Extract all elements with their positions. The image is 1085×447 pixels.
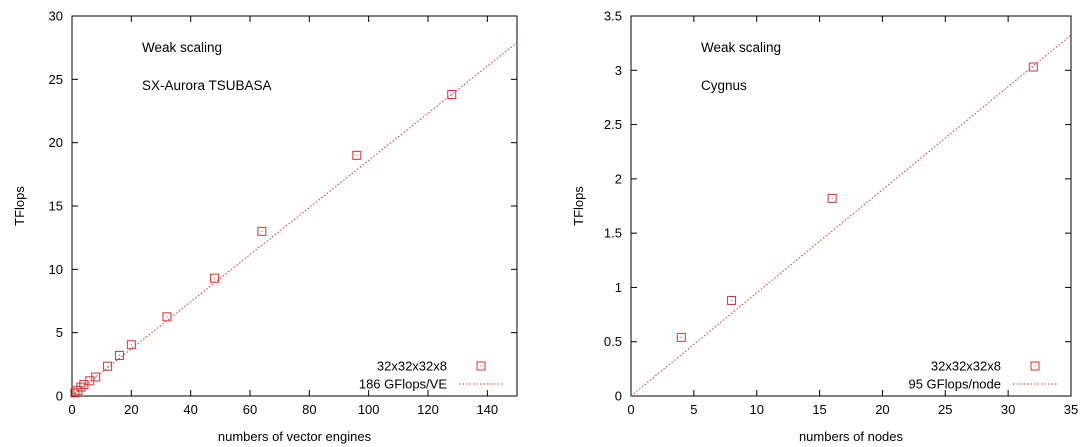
x-tick-label: 0 (68, 402, 75, 417)
data-point-center (107, 365, 109, 367)
y-axis-label: TFlops (571, 186, 586, 226)
data-point-center (80, 386, 82, 388)
plot-frame (630, 15, 1072, 397)
data-point-marker (73, 385, 83, 395)
legend-marker-sample (476, 361, 486, 371)
fit-line (71, 42, 518, 397)
x-tick-label: 80 (302, 402, 316, 417)
chart-left-vector-engines: 0 20 40 60 80 100 120 140 0 5 10 15 20 25 30 numbers of… (12, 9, 518, 444)
y-tick-label: 15 (49, 199, 63, 214)
x-tick-label: 30 (1001, 402, 1015, 417)
y-tick-label: 25 (49, 72, 63, 87)
legend-label: 32x32x32x8 (931, 359, 1001, 374)
x-tick-label: 0 (627, 402, 634, 417)
y-tick-label: 0.5 (604, 334, 622, 349)
x-tick-label: 120 (417, 402, 439, 417)
data-point-center (451, 94, 453, 96)
x-tick-label: 60 (243, 402, 257, 417)
y-tick-label: 3.5 (604, 9, 622, 24)
data-point-center (213, 277, 215, 279)
data-point-marker (257, 226, 267, 236)
fit-line (630, 34, 1072, 397)
chart-right-nodes: 0 5 10 15 20 25 30 35 0 0.5 1 1.5 2 2.5 3 3.5 numbers of… (571, 9, 1078, 445)
x-tick-label: 15 (812, 402, 826, 417)
legend-label: 95 GFlops/node (908, 377, 1001, 392)
data-point-center (1032, 66, 1034, 68)
y-tick-label: 3 (615, 63, 622, 78)
y-tick-label: 1.5 (604, 226, 622, 241)
y-tick-label: 0 (56, 389, 63, 404)
data-point-marker (91, 372, 101, 382)
data-point-marker (76, 382, 86, 392)
x-axis-label: numbers of vector engines (218, 429, 372, 444)
data-point-marker (727, 295, 737, 305)
x-tick-label: 20 (875, 402, 889, 417)
y-axis-label: TFlops (12, 186, 27, 226)
data-point-marker (114, 350, 124, 360)
x-axis-label: numbers of nodes (799, 429, 904, 444)
data-point-marker (70, 388, 80, 398)
annotation-text: Cygnus (701, 78, 747, 93)
data-point-center (77, 389, 79, 391)
data-point-marker (827, 193, 837, 203)
data-point-center (356, 154, 358, 156)
data-point-center (261, 230, 263, 232)
legend-marker-center (480, 365, 482, 367)
data-point-center (74, 392, 76, 394)
data-point-center (166, 316, 168, 318)
x-tick-label: 100 (358, 402, 380, 417)
legend-marker-center (1034, 365, 1036, 367)
y-tick-label: 30 (49, 9, 63, 24)
x-tick-label: 40 (183, 402, 197, 417)
annotation-text: SX-Aurora TSUBASA (142, 78, 272, 93)
data-point-center (118, 354, 120, 356)
data-point-marker (209, 273, 219, 283)
x-tick-label: 10 (749, 402, 763, 417)
y-tick-label: 1 (615, 280, 622, 295)
plot-frame (71, 15, 518, 397)
data-point-center (89, 380, 91, 382)
y-tick-label: 2.5 (604, 117, 622, 132)
y-tick-label: 5 (56, 325, 63, 340)
data-point-center (731, 299, 733, 301)
data-point-marker (676, 332, 686, 342)
data-point-center (130, 344, 132, 346)
legend-label: 32x32x32x8 (377, 359, 447, 374)
x-tick-label: 5 (690, 402, 697, 417)
x-tick-label: 35 (1064, 402, 1078, 417)
legend-marker-sample (1030, 361, 1040, 371)
annotation-text: Weak scaling (142, 40, 222, 55)
x-tick-label: 20 (124, 402, 138, 417)
y-tick-label: 20 (49, 135, 63, 150)
data-point-marker (352, 150, 362, 160)
data-point-center (680, 336, 682, 338)
data-point-center (831, 197, 833, 199)
data-point-marker (1028, 62, 1038, 72)
data-point-marker (126, 340, 136, 350)
x-tick-label: 140 (476, 402, 498, 417)
y-tick-label: 10 (49, 262, 63, 277)
y-tick-label: 0 (615, 389, 622, 404)
data-point-marker (447, 90, 457, 100)
y-tick-label: 2 (615, 171, 622, 186)
annotation-text: Weak scaling (701, 40, 781, 55)
x-tick-label: 25 (938, 402, 952, 417)
data-point-center (95, 376, 97, 378)
data-point-center (83, 384, 85, 386)
legend-label: 186 GFlops/VE (359, 377, 447, 392)
data-point-marker (103, 361, 113, 371)
